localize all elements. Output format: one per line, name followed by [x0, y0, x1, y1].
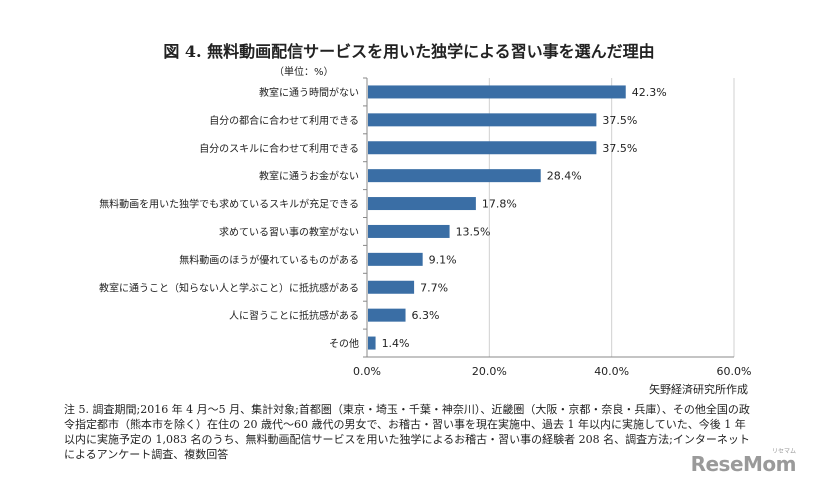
bar [368, 224, 450, 238]
category-label: 無料動画のほうが優れているものがある [179, 253, 359, 266]
category-label: 教室に通う時間がない [259, 86, 359, 99]
bars [368, 85, 626, 350]
value-label: 9.1% [429, 253, 457, 266]
category-label: 自分のスキルに合わせて利用できる [199, 142, 359, 155]
bar [368, 252, 423, 266]
x-tick-label: 20.0% [472, 365, 507, 378]
bar [368, 85, 626, 99]
category-label: 教室に通うこと（知らない人と学ぶこと）に抵抗感がある [99, 281, 359, 294]
category-label: その他 [329, 337, 359, 350]
bar [368, 113, 597, 127]
category-label: 求めている習い事の教室がない [219, 225, 359, 238]
value-label: 13.5% [456, 225, 491, 238]
value-label: 37.5% [602, 142, 637, 155]
watermark-sub: リセマム [771, 448, 796, 455]
value-label: 1.4% [382, 337, 410, 350]
bar [368, 308, 406, 322]
footnote: 注 5. 調査期間;2016 年 4 月～5 月、集計対象;首都圏（東京・埼玉・… [64, 403, 750, 461]
x-tick-labels: 0.0% 20.0% 40.0% 60.0% [353, 365, 751, 378]
bar [368, 141, 597, 155]
bar [368, 280, 415, 294]
bar-chart: 教室に通う時間がない自分の都合に合わせて利用できる自分のスキルに合わせて利用でき… [99, 77, 751, 378]
category-labels: 教室に通う時間がない自分の都合に合わせて利用できる自分のスキルに合わせて利用でき… [99, 86, 359, 350]
chart-title: 図 4. 無料動画配信サービスを用いた独学による習い事を選んだ理由 [163, 42, 655, 61]
value-label: 28.4% [547, 170, 582, 183]
x-tick-label: 60.0% [717, 365, 752, 378]
x-tick-label: 40.0% [594, 365, 629, 378]
value-label: 7.7% [420, 281, 448, 294]
x-tick-label: 0.0% [353, 365, 381, 378]
source-credit: 矢野経済研究所作成 [649, 383, 748, 396]
watermark-logo: ReseMom [690, 452, 797, 476]
value-label: 17.8% [482, 198, 517, 211]
bar [368, 197, 476, 211]
value-label: 42.3% [632, 86, 667, 99]
bar [368, 336, 376, 350]
value-label: 6.3% [412, 309, 440, 322]
value-labels: 42.3% 37.5% 37.5% 28.4% 17.8% 13.5% 9.1% 7.7% 6.… [382, 86, 667, 350]
category-label: 自分の都合に合わせて利用できる [209, 114, 359, 127]
unit-label: （単位：%） [274, 67, 334, 78]
category-label: 教室に通うお金がない [259, 170, 359, 183]
category-label: 無料動画を用いた独学でも求めているスキルが充足できる [99, 198, 359, 211]
category-label: 人に習うことに抵抗感がある [229, 309, 359, 322]
bar [368, 169, 541, 183]
value-label: 37.5% [602, 114, 637, 127]
